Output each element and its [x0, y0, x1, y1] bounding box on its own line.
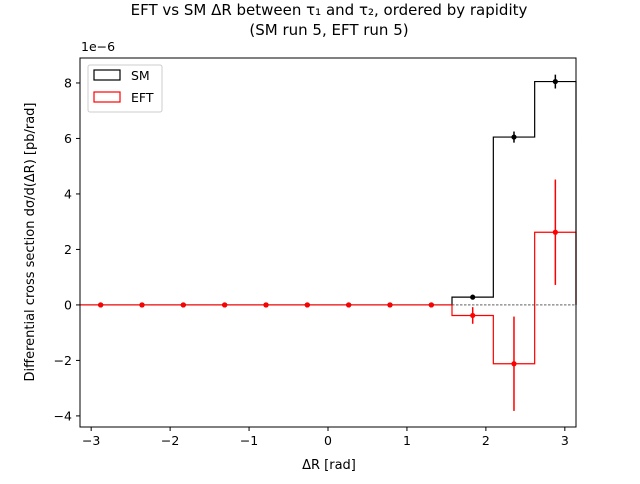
legend: SM EFT — [87, 64, 163, 113]
marker-eft — [470, 312, 476, 319]
plot-area: −3 −2 −1 0 1 2 3 −4 −2 0 2 4 6 8 — [54, 57, 577, 448]
x-tick-label: 0 — [324, 433, 332, 448]
marker-eft — [387, 302, 393, 308]
marker-sm — [552, 78, 558, 85]
x-tick-label: −2 — [161, 433, 179, 448]
x-axis-label: ΔR [rad] — [302, 458, 356, 473]
y-tick-label: −4 — [54, 408, 72, 423]
legend-swatch-eft — [93, 91, 121, 103]
legend-label-sm: SM — [131, 68, 150, 83]
legend-label-eft: EFT — [131, 90, 154, 105]
x-tick-label: 3 — [561, 433, 569, 448]
marker-eft — [511, 361, 517, 367]
y-tick-label: 4 — [64, 186, 72, 201]
legend-box — [87, 64, 163, 113]
x-tick-label: 1 — [403, 433, 411, 448]
marker-eft — [552, 229, 558, 235]
legend-swatch-sm — [93, 69, 121, 81]
x-tick-label: −1 — [240, 433, 258, 448]
y-tick-label: 6 — [64, 131, 72, 146]
marker-eft — [180, 302, 186, 308]
chart-title-line2: (SM run 5, EFT run 5) — [249, 21, 408, 39]
offset-text: 1e−6 — [81, 39, 115, 54]
marker-sm — [511, 134, 517, 140]
marker-eft — [428, 302, 434, 308]
x-tick-label: 2 — [482, 433, 490, 448]
marker-eft — [263, 302, 269, 308]
y-tick-label: −2 — [54, 353, 72, 368]
marker-eft — [304, 302, 310, 308]
y-axis-label: Differential cross section dσ/d(ΔR) [pb/… — [23, 103, 38, 382]
marker-eft — [346, 302, 352, 308]
y-tick-label: 0 — [64, 297, 72, 312]
chart-title-line1: EFT vs SM ΔR between τ₁ and τ₂, ordered … — [131, 1, 528, 19]
marker-eft — [98, 302, 104, 308]
marker-eft — [222, 302, 228, 308]
marker-eft — [139, 302, 145, 308]
x-tick-label: −3 — [82, 433, 100, 448]
y-tick-label: 8 — [64, 75, 72, 90]
marker-sm — [470, 294, 476, 300]
y-tick-label: 2 — [64, 242, 72, 257]
histogram-eft — [80, 231, 577, 365]
